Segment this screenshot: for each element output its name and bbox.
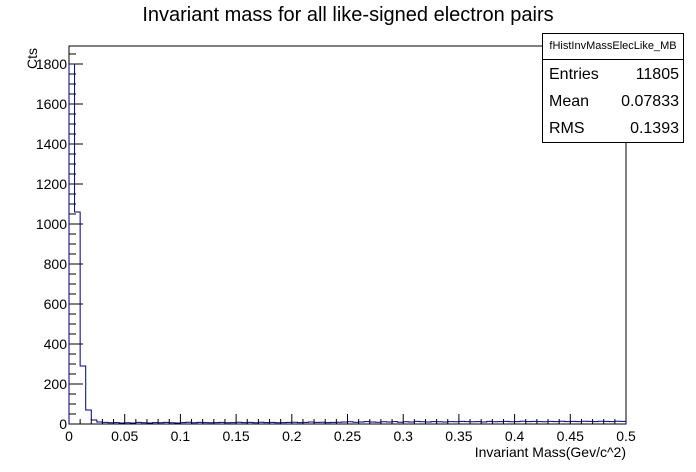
- x-tick-label: 0.5: [616, 428, 636, 444]
- stats-row-rms: RMS 0.1393: [549, 116, 679, 142]
- x-tick-label: 0.05: [111, 428, 138, 444]
- stats-value: 0.07833: [621, 93, 679, 110]
- y-tick-label: 800: [44, 256, 68, 272]
- tick-labels: 0 0.05 0.1 0.15 0.2 0.25 0.3 0.35 0.4 0.45 0.5 0 200…: [36, 56, 636, 444]
- y-tick-label: 0: [59, 416, 67, 432]
- y-tick-label: 600: [44, 296, 68, 312]
- y-tick-label: 1400: [36, 136, 67, 152]
- x-tick-label: 0.35: [445, 428, 472, 444]
- x-tick-label: 0.15: [222, 428, 249, 444]
- stats-value: 11805: [635, 66, 679, 83]
- stats-key: Mean: [549, 93, 590, 110]
- x-tick-label: 0.1: [171, 428, 191, 444]
- stats-key: RMS: [549, 120, 585, 137]
- x-tick-label: 0.4: [505, 428, 525, 444]
- stats-box-title: fHistInvMassElecLike_MB: [543, 34, 683, 60]
- y-tick-label: 1800: [36, 56, 67, 72]
- histogram-series-line: [68, 63, 627, 424]
- x-axis-label: Invariant Mass(Gev/c^2): [475, 444, 626, 460]
- stats-row-mean: Mean 0.07833: [549, 89, 679, 115]
- y-tick-label: 400: [44, 336, 68, 352]
- y-tick-label: 1600: [36, 96, 67, 112]
- y-axis-label: Cts: [24, 48, 40, 69]
- x-tick-label: 0.2: [282, 428, 302, 444]
- stats-box: fHistInvMassElecLike_MB Entries 11805 Me…: [542, 33, 684, 143]
- x-tick-label: 0.25: [334, 428, 361, 444]
- stats-value: 0.1393: [630, 120, 679, 137]
- y-tick-label: 1000: [36, 216, 67, 232]
- y-tick-label: 1200: [36, 176, 67, 192]
- stats-key: Entries: [549, 66, 599, 83]
- chart-title: Invariant mass for all like-signed elect…: [142, 4, 554, 26]
- x-tick-label: 0: [65, 428, 73, 444]
- stats-row-entries: Entries 11805: [549, 62, 679, 88]
- y-tick-label: 200: [44, 376, 68, 392]
- x-tick-label: 0.3: [393, 428, 413, 444]
- x-tick-label: 0.45: [557, 428, 584, 444]
